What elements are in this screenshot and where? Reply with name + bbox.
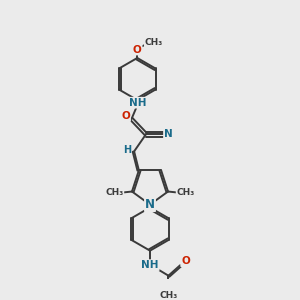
Text: NH: NH: [141, 260, 159, 270]
Text: CH₃: CH₃: [159, 291, 178, 300]
Text: O: O: [181, 256, 190, 266]
Text: H: H: [123, 145, 131, 155]
Text: CH₃: CH₃: [176, 188, 195, 197]
Text: N: N: [145, 198, 155, 211]
Text: O: O: [133, 45, 142, 55]
Text: O: O: [121, 111, 130, 121]
Text: N: N: [164, 129, 173, 139]
Text: CH₃: CH₃: [105, 188, 124, 197]
Text: CH₃: CH₃: [145, 38, 163, 47]
Text: NH: NH: [129, 98, 147, 108]
